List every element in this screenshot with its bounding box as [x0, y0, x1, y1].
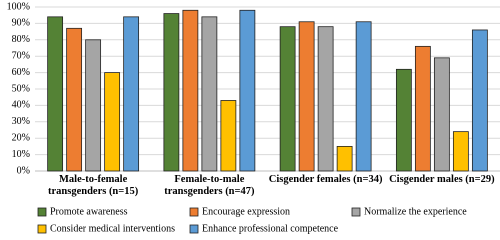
bar — [220, 100, 237, 172]
y-tick-label: 100% — [7, 1, 30, 12]
bar — [182, 9, 199, 172]
legend-label: Promote awareness — [50, 206, 128, 217]
bar — [433, 57, 450, 172]
y-tick-label: 60% — [12, 67, 30, 78]
x-tick-label: Cisgender males (n=29) — [389, 174, 495, 185]
bar — [123, 16, 140, 172]
legend-label: Encourage expression — [202, 206, 290, 217]
y-tick-label: 30% — [12, 116, 30, 127]
legend-label: Enhance professional competence — [202, 223, 339, 234]
bar — [452, 131, 469, 172]
bar — [163, 13, 180, 172]
bar — [414, 45, 431, 172]
bar — [104, 72, 121, 172]
y-tick-label: 20% — [12, 132, 30, 143]
x-tick-label: Cisgender females (n=34) — [268, 174, 383, 185]
bar — [298, 21, 315, 172]
y-tick-label: 10% — [12, 149, 30, 160]
bar — [317, 26, 334, 172]
y-tick-label: 70% — [12, 50, 30, 61]
legend-label: Normalize the experience — [364, 206, 467, 217]
bar — [239, 9, 256, 172]
legend-label: Consider medical interventions — [50, 223, 175, 234]
bar — [66, 27, 83, 172]
bar — [279, 26, 296, 172]
legend-swatch — [37, 224, 47, 234]
y-tick-label: 40% — [12, 100, 30, 111]
bar — [355, 21, 372, 172]
y-tick-label: 90% — [12, 18, 30, 29]
y-tick-label: 80% — [12, 34, 30, 45]
x-tick-label: Male-to-female transgenders (n=15) — [47, 174, 139, 197]
legend-swatch — [189, 224, 199, 234]
legend-swatch — [37, 207, 47, 217]
bar — [395, 68, 412, 172]
bar — [201, 16, 218, 172]
legend-swatch — [189, 207, 199, 217]
legend-swatch — [351, 207, 361, 217]
bar — [471, 29, 488, 172]
bar — [47, 16, 64, 172]
x-tick-label: Female-to-male transgenders (n=47) — [164, 174, 255, 197]
y-tick-label: 50% — [12, 83, 30, 94]
bar — [85, 39, 102, 172]
bar — [336, 145, 353, 172]
y-tick-label: 0% — [17, 165, 30, 176]
